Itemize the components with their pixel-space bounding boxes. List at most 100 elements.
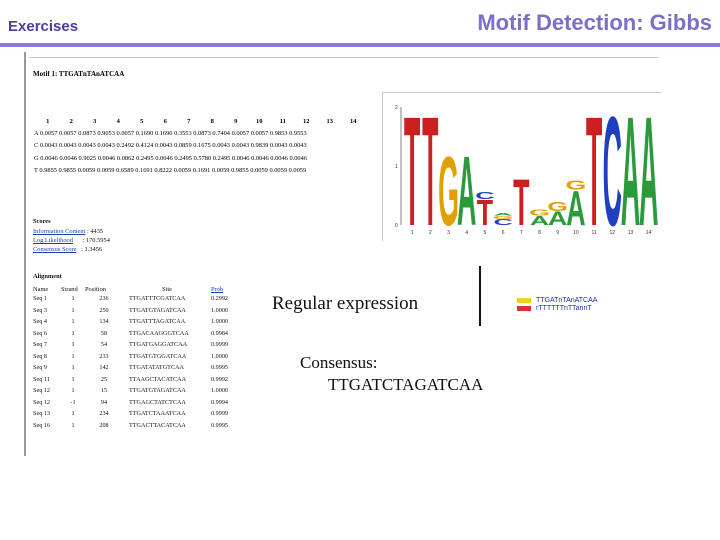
- site-cell: TTGATTTCGATCAA: [129, 295, 186, 303]
- position-number: 6: [163, 118, 167, 125]
- logo-x-tick: 8: [538, 230, 541, 236]
- logo-y-tick: 2: [395, 105, 398, 111]
- position-cell: 25: [100, 375, 108, 383]
- probability-cell: 1.0000: [211, 352, 229, 360]
- position-header: 1 2 3 4 5 6 7 8 9 10 11 12 13 14: [36, 118, 376, 125]
- site-cell: TTGATATATGTCAA: [129, 364, 185, 372]
- strand-cell: 1: [71, 410, 75, 418]
- strand-cell: 1: [71, 352, 75, 360]
- logo-y-tick: 1: [395, 164, 398, 170]
- position-cell: 233: [99, 352, 109, 360]
- logo-letter-t: T: [513, 166, 530, 239]
- site-cell: TTAAGCTACATCAA: [129, 375, 187, 383]
- table-row: Seq 13 1 234 TTGATCTAAATCAA 0.9999: [33, 408, 241, 420]
- strand-cell: -1: [70, 398, 76, 406]
- prob-sort-link[interactable]: Prob: [211, 286, 224, 293]
- table-row: Seq 4 1 134 TTGATTTAGATCAA 1.0000: [33, 316, 241, 328]
- position-number: 14: [350, 118, 357, 125]
- strand-cell: 1: [71, 421, 75, 429]
- logo-y-tick: 0: [395, 223, 398, 229]
- frequency-matrix: A 0.0057 0.0057 0.0873 0.9053 0.0057 0.1…: [34, 130, 307, 180]
- alignment-header-row: Name Strand Position Site Prob: [33, 286, 241, 293]
- position-cell: 142: [99, 364, 109, 372]
- position-cell: 94: [100, 398, 108, 406]
- probability-cell: 0.9995: [211, 364, 229, 372]
- regex-text: TTGATnTAnATCAA: [536, 296, 598, 304]
- logo-letter-c: C: [475, 191, 494, 202]
- logo-x-tick: 5: [484, 230, 487, 236]
- logo-letter-g: G: [547, 200, 568, 214]
- sequence-name-cell: Seq 16: [33, 421, 51, 429]
- probability-cell: 0.9999: [211, 410, 229, 418]
- sequence-name-cell: Seq 13: [33, 410, 51, 418]
- sequence-name-cell: Seq 11: [33, 375, 50, 383]
- position-number: 7: [187, 118, 191, 125]
- regex-label: Regular expression: [272, 293, 419, 314]
- regex-legend-item: TTGATnTAnATCAA: [517, 296, 597, 304]
- position-cell: 234: [99, 410, 109, 418]
- site-cell: TTGATGTAGATCAA: [129, 387, 186, 395]
- frequency-row-a: A 0.0057 0.0057 0.0873 0.9053 0.0057 0.1…: [34, 130, 307, 137]
- sequence-name-cell: Seq 4: [33, 318, 47, 326]
- sequence-name-cell: Seq 12: [33, 398, 51, 406]
- site-cell: TTGATTTAGATCAA: [129, 318, 186, 326]
- position-cell: 54: [100, 341, 108, 349]
- logo-letter-a: A: [548, 207, 567, 229]
- position-cell: 208: [99, 421, 109, 429]
- consensus-block: Consensus: TTGATCTAGATCAA: [300, 352, 483, 396]
- logo-x-tick: 12: [610, 230, 616, 236]
- logo-letter-c: C: [493, 218, 512, 227]
- logo-letter-g: G: [565, 178, 586, 192]
- logo-letter-g: G: [493, 215, 514, 220]
- table-row: Seq 3 1 250 TTGATGTAGATCAA 1.0000: [33, 305, 241, 317]
- information-content-link[interactable]: Information Content: [33, 228, 86, 235]
- table-row: Seq 6 1 58 TTGACAAGGGTCAA 0.9984: [33, 328, 241, 340]
- sequence-name-cell: Seq 7: [33, 341, 47, 349]
- logo-x-tick: 4: [465, 230, 468, 236]
- sequence-name-cell: Seq 6: [33, 329, 47, 337]
- slide-title: Motif Detection: Gibbs: [477, 10, 712, 35]
- probability-cell: 1.0000: [211, 306, 229, 314]
- logo-letter-t: T: [477, 192, 494, 233]
- col-position: Position: [85, 286, 106, 293]
- consensus-score-link[interactable]: Consensus Score: [33, 246, 77, 253]
- logo-x-tick: 7: [520, 230, 523, 236]
- position-number: 13: [326, 118, 334, 125]
- strand-cell: 1: [71, 306, 75, 314]
- table-row: Seq 9 1 142 TTGATATATGTCAA 0.9995: [33, 362, 241, 374]
- consensus-sequence: TTGATCTAGATCAA: [328, 375, 484, 394]
- logo-letter-a: A: [530, 214, 549, 228]
- logo-letter-t: T: [422, 93, 438, 241]
- consensus-score-value: : 1.3456: [81, 246, 103, 253]
- probability-cell: 0.9999: [211, 341, 229, 349]
- position-number: 9: [234, 118, 238, 125]
- logo-x-tick: 1: [411, 230, 414, 236]
- position-cell: 15: [100, 387, 108, 395]
- probability-cell: 1.0000: [211, 318, 229, 326]
- position-number: 4: [116, 118, 120, 125]
- site-cell: TTGATGTGGATCAA: [129, 352, 187, 360]
- logo-letter-t: T: [586, 93, 602, 241]
- logo-x-tick: 3: [447, 230, 450, 236]
- strand-cell: 1: [71, 387, 75, 395]
- probability-cell: 1.0000: [211, 387, 229, 395]
- position-number: 10: [256, 118, 263, 125]
- strand-cell: 1: [71, 318, 75, 326]
- log-likelihood-link[interactable]: Log Likelihood: [33, 237, 73, 244]
- table-row: Seq 11 1 25 TTAAGCTACATCAA 0.9992: [33, 374, 241, 386]
- logo-x-tick: 9: [556, 230, 559, 236]
- col-prob[interactable]: Prob: [211, 286, 241, 293]
- section-label: Exercises: [8, 18, 79, 35]
- alignment-heading: Alignment: [33, 273, 62, 280]
- frequency-row-t: T 0.9855 0.9855 0.0059 0.0059 0.6589 0.1…: [34, 167, 307, 175]
- site-cell: TTGACAAGGGTCAA: [129, 329, 189, 337]
- consensus-label: Consensus:: [300, 353, 378, 372]
- logo-letter-t: T: [404, 93, 420, 241]
- logo-letter-a: A: [493, 213, 513, 217]
- table-row: Seq 1 1 236 TTGATTTCGATCAA 0.2992: [33, 293, 241, 305]
- position-cell: 58: [100, 329, 108, 337]
- probability-cell: 0.9995: [211, 421, 229, 429]
- top-divider: [29, 57, 659, 58]
- log-likelihood-value: : 170.5954: [82, 237, 110, 244]
